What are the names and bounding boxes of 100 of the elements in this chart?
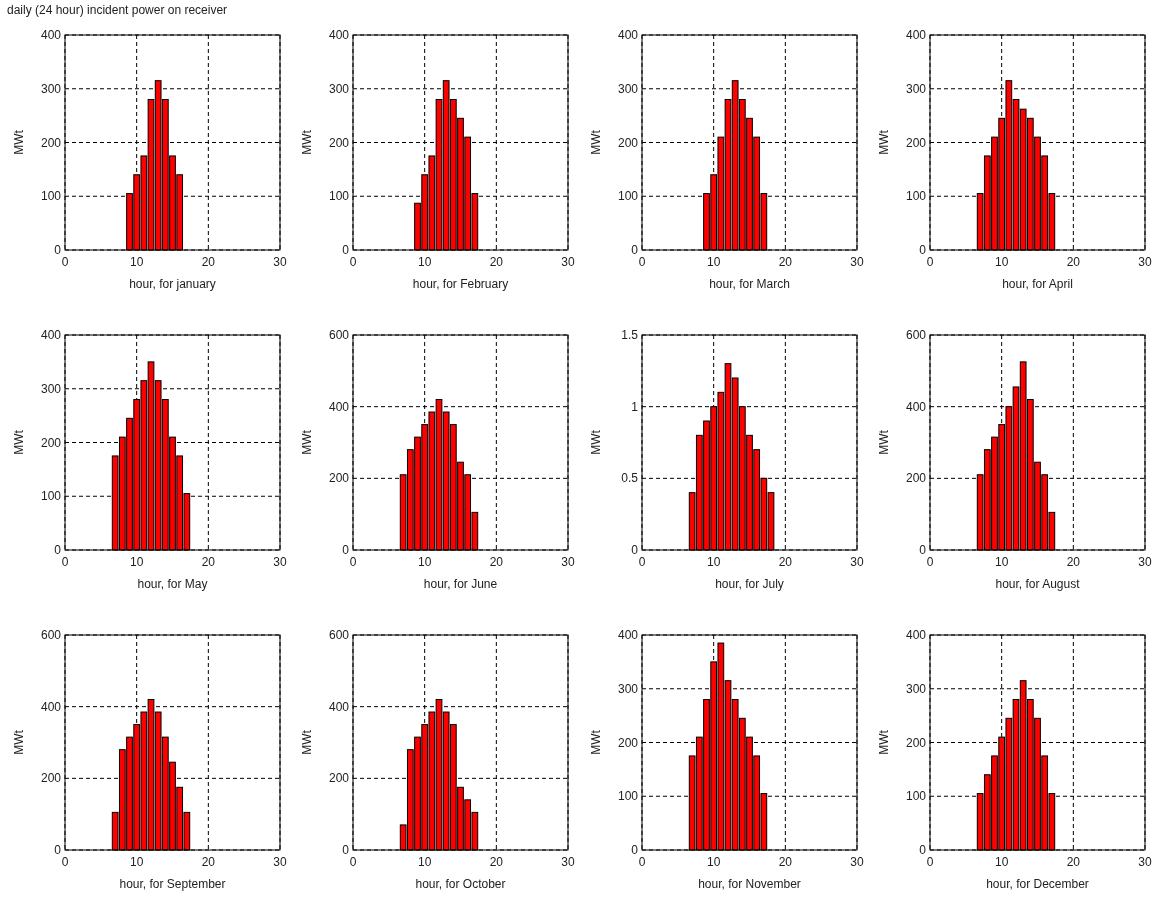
y-tick-label: 0 bbox=[919, 243, 927, 257]
y-tick-label: 300 bbox=[905, 681, 927, 696]
y-tick-label: 400 bbox=[617, 28, 639, 42]
x-axis-title: hour, for November bbox=[698, 877, 801, 891]
x-tick-label: 30 bbox=[850, 855, 864, 869]
y-tick-label: 100 bbox=[328, 189, 350, 204]
x-tick-label: 30 bbox=[273, 255, 287, 269]
y-axis-title: MWt bbox=[589, 729, 603, 755]
y-tick-label: 300 bbox=[617, 681, 639, 696]
chart-title: daily (24 hour) incident power on receiver bbox=[7, 3, 228, 17]
x-tick-label: 30 bbox=[1138, 255, 1152, 269]
y-tick-label: 100 bbox=[905, 189, 927, 204]
y-tick-label: 400 bbox=[905, 628, 927, 642]
y-axis-title: MWt bbox=[300, 429, 314, 455]
y-tick-label: 400 bbox=[617, 628, 639, 642]
x-tick-label: 30 bbox=[850, 555, 864, 569]
x-tick-label: 10 bbox=[706, 255, 721, 269]
x-tick-label: 20 bbox=[201, 255, 216, 269]
y-axis-title: MWt bbox=[589, 129, 603, 155]
x-axis-title: hour, for january bbox=[129, 277, 216, 291]
x-tick-label: 20 bbox=[201, 555, 216, 569]
y-axis-title: MWt bbox=[877, 729, 891, 755]
x-tick-label: 20 bbox=[778, 555, 793, 569]
x-tick-label: 20 bbox=[489, 555, 504, 569]
y-axis-title: MWt bbox=[589, 429, 603, 455]
y-tick-label: 600 bbox=[328, 328, 350, 342]
y-tick-label: 300 bbox=[40, 81, 62, 96]
y-tick-label: 200 bbox=[617, 735, 639, 750]
y-tick-label: 400 bbox=[40, 699, 62, 714]
y-tick-label: 100 bbox=[40, 489, 62, 504]
y-tick-label: 0 bbox=[54, 243, 62, 257]
x-axis-title: hour, for December bbox=[986, 877, 1089, 891]
y-tick-label: 400 bbox=[328, 699, 350, 714]
y-tick-label: 400 bbox=[328, 399, 350, 414]
x-tick-label: 20 bbox=[489, 855, 504, 869]
y-tick-label: 100 bbox=[40, 189, 62, 204]
y-tick-label: 0 bbox=[631, 243, 639, 257]
y-axis-title: MWt bbox=[12, 429, 26, 455]
y-axis-title: MWt bbox=[300, 129, 314, 155]
y-tick-label: 200 bbox=[617, 135, 639, 150]
y-tick-label: 1.5 bbox=[621, 328, 639, 342]
x-tick-label: 20 bbox=[778, 855, 793, 869]
y-tick-label: 200 bbox=[905, 135, 927, 150]
y-tick-label: 200 bbox=[40, 135, 62, 150]
x-tick-label: 20 bbox=[201, 855, 216, 869]
y-axis-title: MWt bbox=[12, 129, 26, 155]
y-tick-label: 0 bbox=[919, 843, 927, 857]
x-tick-label: 10 bbox=[129, 255, 144, 269]
x-tick-label: 10 bbox=[994, 555, 1009, 569]
x-tick-label: 20 bbox=[1066, 555, 1081, 569]
y-tick-label: 0 bbox=[342, 243, 350, 257]
x-axis-title: hour, for September bbox=[119, 877, 226, 891]
x-tick-label: 30 bbox=[273, 555, 287, 569]
y-tick-label: 0 bbox=[342, 543, 350, 557]
y-tick-label: 400 bbox=[40, 28, 62, 42]
x-axis-title: hour, for March bbox=[709, 277, 790, 291]
x-tick-label: 20 bbox=[778, 255, 793, 269]
y-tick-label: 0 bbox=[342, 843, 350, 857]
y-tick-label: 400 bbox=[40, 328, 62, 342]
y-tick-label: 100 bbox=[617, 189, 639, 204]
x-tick-label: 30 bbox=[1138, 555, 1152, 569]
y-tick-label: 100 bbox=[617, 789, 639, 804]
y-tick-label: 1 bbox=[631, 399, 639, 414]
x-tick-label: 10 bbox=[994, 255, 1009, 269]
y-axis-title: MWt bbox=[12, 729, 26, 755]
x-tick-label: 10 bbox=[417, 855, 432, 869]
y-tick-label: 400 bbox=[328, 28, 350, 42]
x-tick-label: 10 bbox=[417, 555, 432, 569]
x-axis-title: hour, for October bbox=[415, 877, 506, 891]
y-tick-label: 200 bbox=[905, 735, 927, 750]
x-tick-label: 30 bbox=[561, 855, 575, 869]
y-tick-label: 0 bbox=[919, 543, 927, 557]
y-axis-title: MWt bbox=[877, 429, 891, 455]
x-axis-title: hour, for February bbox=[412, 277, 509, 291]
y-tick-label: 300 bbox=[617, 81, 639, 96]
y-tick-label: 600 bbox=[40, 628, 62, 642]
y-tick-label: 300 bbox=[40, 381, 62, 396]
y-tick-label: 0 bbox=[54, 543, 62, 557]
x-tick-label: 30 bbox=[561, 255, 575, 269]
x-axis-title: hour, for May bbox=[137, 577, 208, 591]
x-tick-label: 10 bbox=[129, 855, 144, 869]
x-tick-label: 10 bbox=[994, 855, 1009, 869]
y-tick-label: 200 bbox=[40, 771, 62, 786]
x-tick-label: 30 bbox=[1138, 855, 1152, 869]
x-tick-label: 30 bbox=[561, 555, 575, 569]
x-tick-label: 20 bbox=[1066, 255, 1081, 269]
y-tick-label: 200 bbox=[328, 135, 350, 150]
y-tick-label: 400 bbox=[905, 28, 927, 42]
y-tick-label: 600 bbox=[905, 328, 927, 342]
y-tick-label: 200 bbox=[328, 771, 350, 786]
y-tick-label: 400 bbox=[905, 399, 927, 414]
y-tick-label: 300 bbox=[905, 81, 927, 96]
x-tick-label: 10 bbox=[417, 255, 432, 269]
x-axis-title: hour, for April bbox=[1002, 277, 1073, 291]
y-tick-label: 100 bbox=[905, 789, 927, 804]
y-tick-label: 300 bbox=[328, 81, 350, 96]
x-axis-title: hour, for June bbox=[423, 577, 498, 591]
x-tick-label: 30 bbox=[273, 855, 287, 869]
y-tick-label: 200 bbox=[905, 471, 927, 486]
x-tick-label: 10 bbox=[706, 855, 721, 869]
